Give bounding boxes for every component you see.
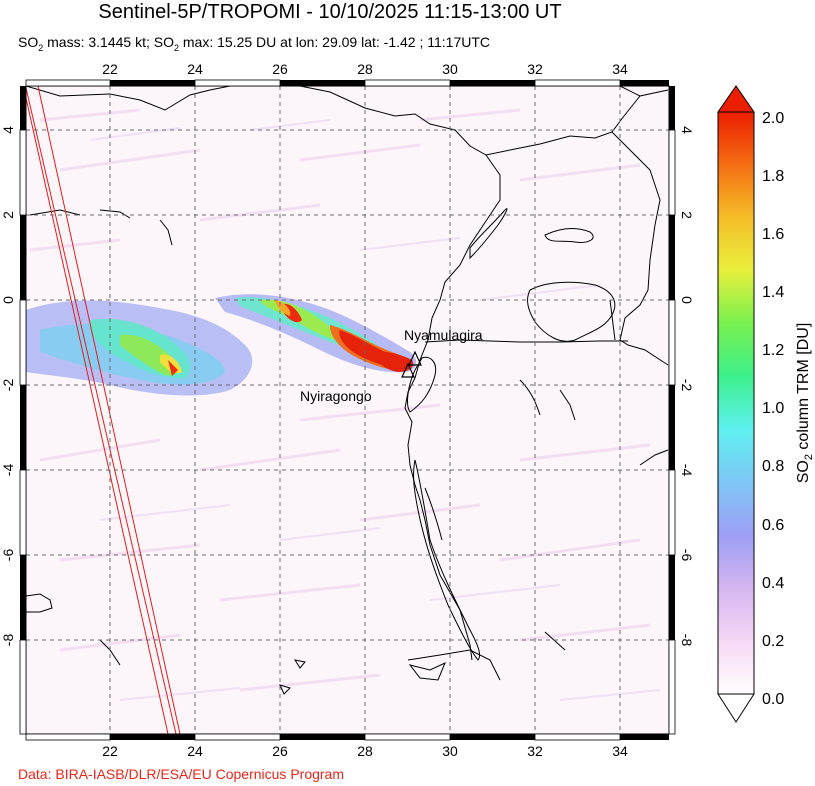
grid-lines [26, 86, 669, 734]
lon-labels-top: 22 24 26 28 30 32 34 [102, 61, 628, 77]
lat-label: 0 [679, 296, 695, 304]
lat-label: -4 [679, 464, 695, 477]
colorbar-tick-label: 1.4 [762, 284, 784, 301]
lat-label: -8 [0, 634, 16, 647]
so2-plume [26, 294, 417, 396]
colorbar-label-sub: 2 [803, 454, 815, 460]
lat-label: 2 [679, 211, 695, 219]
lat-label: -8 [679, 634, 695, 647]
data-credit: Data: BIRA-IASB/DLR/ESA/EU Copernicus Pr… [18, 766, 345, 782]
colorbar-tick-label: 2.0 [762, 110, 784, 127]
subscript-2b: 2 [173, 42, 179, 53]
so2-label: SO [18, 34, 39, 50]
lon-label: 24 [187, 61, 203, 77]
colorbar-tick-label: 0.0 [762, 691, 784, 708]
lat-label: -2 [0, 379, 16, 392]
nyiragongo-marker-icon [401, 362, 415, 378]
colorbar-tick-label: 1.6 [762, 226, 784, 243]
volcano-markers [401, 350, 422, 378]
colorbar-tick-label: 1.2 [762, 342, 784, 359]
background-noise [29, 108, 661, 701]
colorbar-ticks: 2.0 1.8 1.6 1.4 1.2 1.0 0.8 0.6 0.4 0.2 … [762, 110, 784, 708]
map-background [26, 86, 669, 734]
mass-text: mass: 3.1445 kt; SO [43, 34, 174, 50]
colorbar-tick-label: 0.8 [762, 458, 784, 475]
lon-label: 26 [272, 743, 288, 759]
lat-label: 4 [0, 126, 16, 134]
colorbar-tick-label: 1.8 [762, 168, 784, 185]
frame-ticks [19, 79, 676, 741]
lat-label: 4 [679, 126, 695, 134]
lon-label: 26 [272, 61, 288, 77]
lat-label: 2 [0, 211, 16, 219]
lon-label: 34 [612, 743, 628, 759]
colorbar-tick-label: 0.4 [762, 575, 784, 592]
lon-label: 28 [357, 743, 373, 759]
lon-label: 30 [442, 61, 458, 77]
max-text: max: 15.25 DU at lon: 29.09 lat: -1.42 ;… [179, 34, 491, 50]
lakes [29, 208, 616, 695]
so2-summary: SO2 mass: 3.1445 kt; SO2 max: 15.25 DU a… [18, 33, 490, 57]
lat-label: -2 [679, 379, 695, 392]
swath-edges [26, 86, 181, 734]
lat-label: 0 [0, 296, 16, 304]
lon-label: 34 [612, 61, 628, 77]
lat-label: -4 [0, 464, 16, 477]
nyamulagira-label: Nyamulagira [404, 327, 483, 343]
colorbar-label-suffix: column TRM [DU] [795, 323, 812, 454]
lat-label: -6 [679, 549, 695, 562]
colorbar-max-arrow-icon [717, 85, 755, 113]
lon-label: 28 [357, 61, 373, 77]
lon-label: 24 [187, 743, 203, 759]
lat-label: -6 [0, 549, 16, 562]
lat-labels-left: 4 2 0 -2 -4 -6 -8 [0, 126, 16, 646]
nyamulagira-marker-icon [408, 350, 422, 366]
lon-label: 32 [527, 61, 543, 77]
colorbar-label: SO2 column TRM [DU] [795, 323, 815, 484]
lon-label: 22 [102, 743, 118, 759]
lon-label: 32 [527, 743, 543, 759]
map-title: Sentinel-5P/TROPOMI - 10/10/2025 11:15-1… [98, 1, 562, 23]
lon-label: 30 [442, 743, 458, 759]
colorbar-tick-label: 0.6 [762, 517, 784, 534]
map-content [26, 86, 669, 734]
lon-labels-bottom: 22 24 26 28 30 32 34 [102, 743, 628, 759]
colorbar-label-prefix: SO [795, 460, 812, 483]
colorbar-min-arrow-icon [717, 693, 755, 723]
nyiragongo-label: Nyiragongo [300, 388, 372, 404]
colorbar-scale [717, 111, 755, 695]
subscript-2: 2 [38, 42, 44, 53]
colorbar-tick-label: 0.2 [762, 633, 784, 650]
lat-labels-right: 4 2 0 -2 -4 -6 -8 [679, 126, 695, 646]
colorbar-tick-label: 1.0 [762, 400, 784, 417]
lon-label: 22 [102, 61, 118, 77]
colorbar: 2.0 1.8 1.6 1.4 1.2 1.0 0.8 0.6 0.4 0.2 … [717, 85, 815, 723]
